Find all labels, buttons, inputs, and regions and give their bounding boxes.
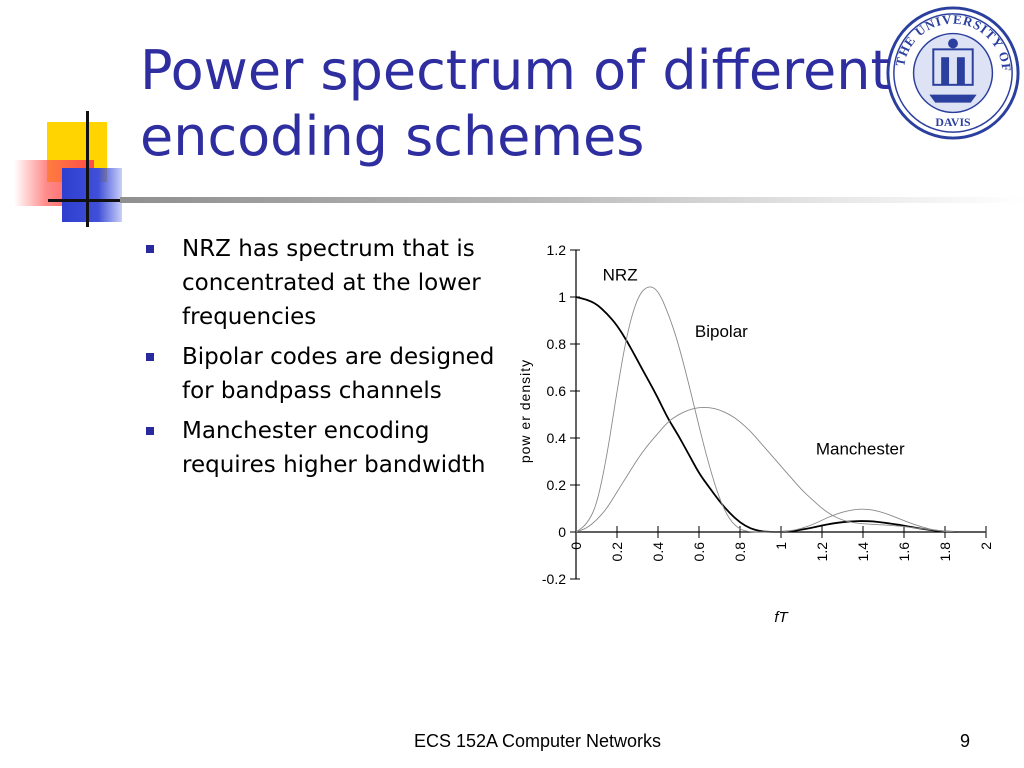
bullet-text: NRZ has spectrum that is concentrated at…: [182, 236, 481, 330]
y-tick-label: 1: [558, 289, 566, 305]
bullet-text: Manchester encoding requires higher band…: [182, 418, 486, 478]
series-line-nrz: [575, 296, 986, 533]
y-tick-label: -0.2: [542, 571, 566, 587]
chart-series: [575, 286, 986, 533]
title-line-2: encoding schemes: [140, 105, 645, 168]
y-tick-label: 0.8: [547, 336, 567, 352]
decor-vertical-line: [86, 111, 89, 227]
bullet-item: NRZ has spectrum that is concentrated at…: [146, 232, 506, 334]
bullet-square-icon: [146, 427, 154, 435]
x-tick-label: 0.2: [609, 542, 625, 562]
y-tick-label: 0: [558, 524, 566, 540]
bullet-square-icon: [146, 245, 154, 253]
bullet-text: Bipolar codes are designed for bandpass …: [182, 344, 495, 404]
y-tick-label: 0.2: [547, 477, 567, 493]
university-seal-logo: THE UNIVERSITY OF CALIFORNIA DAVIS: [884, 4, 1020, 140]
seal-bottom-text: DAVIS: [935, 115, 971, 129]
bullet-item: Manchester encoding requires higher band…: [146, 414, 506, 482]
curve-label-nrz: NRZ: [603, 266, 638, 285]
curve-label-manchester: Manchester: [816, 439, 905, 458]
y-tick-label: 0.4: [547, 430, 567, 446]
x-tick-label: 2: [978, 542, 994, 550]
x-tick-label: 0.4: [650, 542, 666, 562]
chart-labels: NRZ Bipolar Manchester: [603, 266, 905, 459]
series-line-manchester: [575, 406, 986, 533]
series-line-bipolar: [575, 286, 986, 533]
title-underline: [120, 197, 1024, 203]
x-tick-label: 0.6: [691, 542, 707, 562]
y-tick-label: 1.2: [547, 242, 567, 258]
decor-horizontal-line: [48, 199, 128, 202]
x-tick-label: 1.2: [814, 542, 830, 562]
title-line-1: Power spectrum of different: [140, 39, 892, 102]
footer-course-title: ECS 152A Computer Networks: [413, 731, 662, 751]
slide-title: Power spectrum of different encoding sch…: [140, 38, 980, 170]
y-axis-label: pow er density: [517, 359, 533, 463]
bullet-item: Bipolar codes are designed for bandpass …: [146, 340, 506, 408]
bullet-square-icon: [146, 353, 154, 361]
x-tick-label: 0: [568, 542, 584, 550]
x-tick-label: 1: [773, 542, 789, 550]
y-tick-label: 0.6: [547, 383, 567, 399]
page-number: 9: [959, 731, 970, 751]
x-tick-label: 0.8: [732, 542, 748, 562]
power-spectrum-chart: 1.2 1 0.8 0.6 0.4 0.2 0 -0.2 0 0.2 0.4 0.6 0.8 1 1.2 1.…: [517, 242, 994, 626]
x-tick-label: 1.4: [855, 542, 871, 562]
x-axis-label: fT: [774, 609, 789, 626]
decor-blue-square: [62, 168, 122, 222]
curve-label-bipolar: Bipolar: [695, 322, 748, 341]
x-tick-label: 1.8: [937, 542, 953, 562]
x-tick-label: 1.6: [896, 542, 912, 562]
bullet-list: NRZ has spectrum that is concentrated at…: [146, 232, 506, 488]
